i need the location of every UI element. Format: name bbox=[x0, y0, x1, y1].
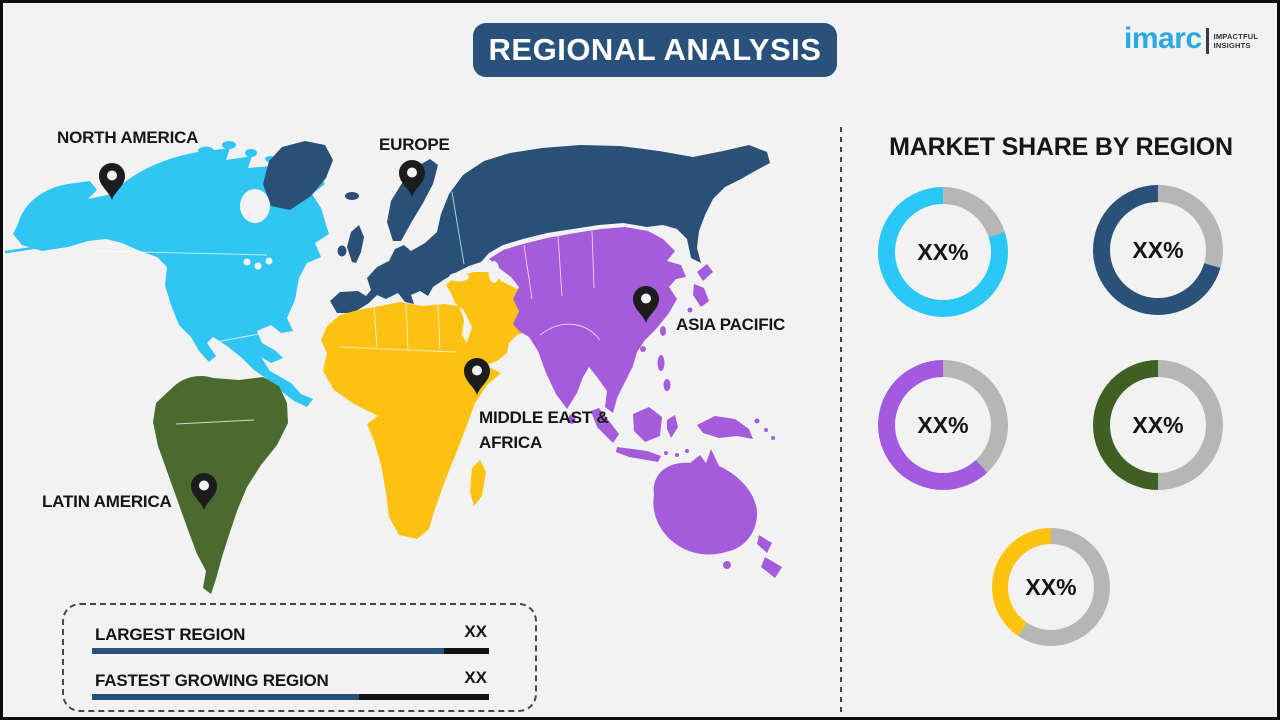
fastest-growing-region-bar bbox=[92, 694, 489, 700]
great-britain bbox=[347, 225, 364, 263]
imarc-logo: imarc IMPACTFUL INSIGHTS bbox=[1124, 24, 1258, 54]
label-asia-pacific: ASIA PACIFIC bbox=[676, 315, 786, 334]
black-sea bbox=[449, 272, 469, 282]
europe-russia-mainland bbox=[330, 145, 770, 313]
japan-honshu bbox=[693, 284, 709, 307]
map-pins bbox=[99, 160, 659, 510]
donut-value: XX% bbox=[1132, 236, 1184, 263]
largest-region-label: LARGEST REGION bbox=[95, 625, 246, 644]
ireland bbox=[337, 245, 347, 257]
logo-divider bbox=[1205, 28, 1209, 54]
australia bbox=[653, 449, 758, 555]
hainan bbox=[640, 346, 646, 352]
donut-chart-middle-east-africa: XX% bbox=[992, 528, 1110, 646]
label-latin-america: LATIN AMERICA bbox=[42, 492, 172, 511]
asia-mainland bbox=[489, 227, 686, 413]
tasmania bbox=[723, 561, 731, 569]
largest-region-bar bbox=[92, 648, 489, 654]
pin-asia-pacific bbox=[633, 286, 659, 323]
label-middle-east-africa: MIDDLE EAST & AFRICA bbox=[479, 408, 609, 452]
title-banner: REGIONAL ANALYSIS bbox=[473, 23, 837, 77]
japan bbox=[697, 264, 713, 281]
donut-value: XX% bbox=[917, 411, 969, 438]
philippines-north bbox=[657, 355, 665, 371]
pin-north-america bbox=[99, 163, 125, 200]
pin-middle-east-africa bbox=[464, 358, 490, 395]
greenland bbox=[263, 141, 333, 210]
madagascar bbox=[470, 460, 486, 506]
java bbox=[616, 447, 661, 462]
new-guinea bbox=[697, 416, 753, 439]
label-north-america: NORTH AMERICA bbox=[57, 128, 199, 147]
donut-value: XX% bbox=[1132, 411, 1184, 438]
scandinavia bbox=[387, 159, 438, 241]
caspian-sea bbox=[488, 261, 500, 283]
fastest-growing-region-label: FASTEST GROWING REGION bbox=[95, 671, 329, 690]
borneo bbox=[633, 407, 662, 442]
taiwan bbox=[660, 326, 666, 336]
logo-tagline: IMPACTFUL INSIGHTS bbox=[1213, 31, 1259, 50]
philippines-south bbox=[663, 379, 671, 391]
donut-chart-latin-america: XX% bbox=[1093, 360, 1223, 490]
fastest-growing-region-value: XX bbox=[464, 668, 487, 687]
region-asia-pacific bbox=[489, 227, 782, 578]
iceland bbox=[345, 192, 359, 200]
donut-value: XX% bbox=[917, 238, 969, 265]
label-europe: EUROPE bbox=[379, 135, 450, 154]
sumatra bbox=[591, 408, 619, 443]
country-borders bbox=[96, 191, 601, 425]
hudson-bay bbox=[240, 189, 270, 223]
new-zealand-south bbox=[761, 557, 782, 578]
great-lake bbox=[254, 262, 262, 270]
donut-chart-north-america: XX% bbox=[878, 187, 1008, 317]
donut-chart-asia-pacific: XX% bbox=[878, 360, 1008, 490]
imarc-wordmark: imarc bbox=[1124, 22, 1202, 55]
dashed-divider bbox=[840, 127, 842, 717]
new-zealand-north bbox=[757, 535, 772, 553]
africa bbox=[321, 302, 501, 539]
legend-box: LARGEST REGION XX FASTEST GROWING REGION… bbox=[62, 603, 537, 712]
great-lake bbox=[243, 258, 251, 266]
sea-cutouts bbox=[240, 189, 500, 283]
pin-europe bbox=[399, 160, 425, 197]
great-lake bbox=[265, 257, 273, 265]
largest-region-value: XX bbox=[464, 622, 487, 641]
market-share-heading: MARKET SHARE BY REGION bbox=[889, 133, 1233, 161]
page-title: REGIONAL ANALYSIS bbox=[488, 32, 822, 67]
sri-lanka bbox=[568, 414, 576, 424]
region-latin-america bbox=[153, 376, 288, 594]
world-map bbox=[4, 141, 782, 594]
region-europe bbox=[263, 141, 770, 313]
pin-latin-america bbox=[191, 473, 217, 510]
sulawesi bbox=[667, 415, 678, 438]
donut-value: XX% bbox=[1025, 573, 1077, 600]
donut-chart-europe: XX% bbox=[1093, 185, 1223, 315]
